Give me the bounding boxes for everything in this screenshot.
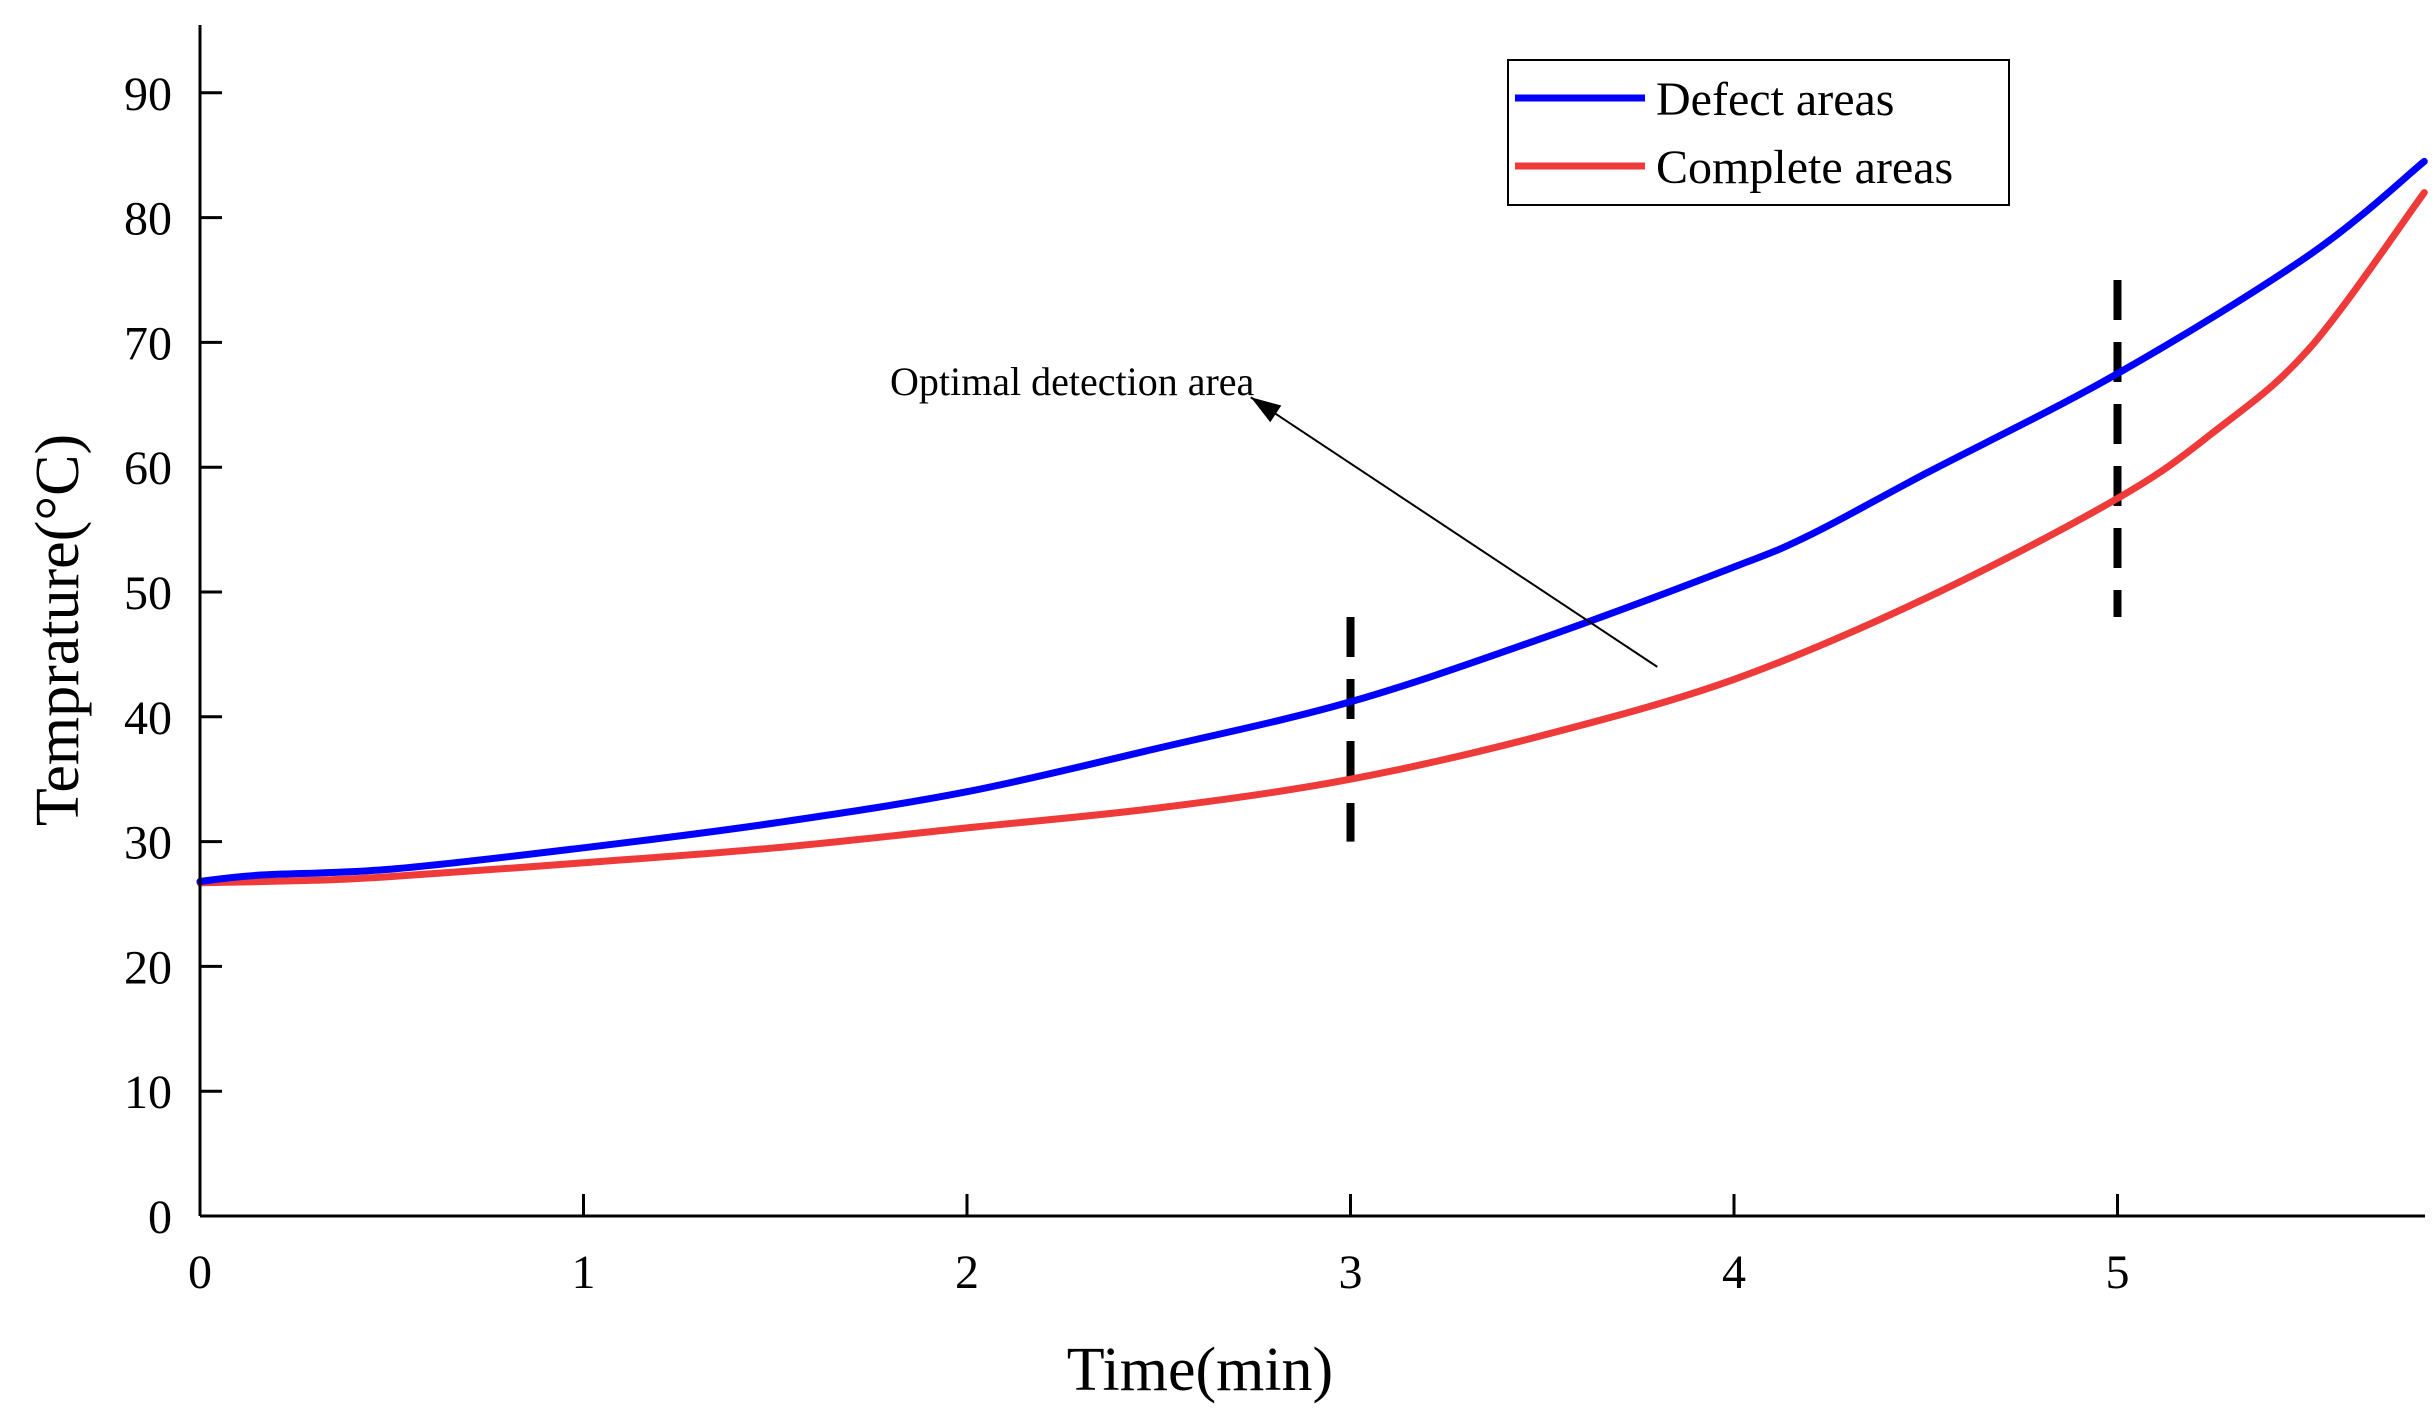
y-tick-label: 70 <box>124 317 172 370</box>
x-tick-label: 3 <box>1339 1246 1363 1299</box>
annotation: Optimal detection area <box>890 359 1658 668</box>
y-tick-label: 30 <box>124 817 172 870</box>
y-tick-label: 10 <box>124 1066 172 1119</box>
optimal-area-markers <box>1346 280 2122 842</box>
y-tick-label: 60 <box>124 442 172 495</box>
y-tick-label: 20 <box>124 941 172 994</box>
x-axis-title: Time(min) <box>1067 1336 1333 1404</box>
legend-label-complete-areas: Complete areas <box>1656 141 1953 194</box>
legend-box <box>1507 59 2010 206</box>
annotation-arrow <box>1250 396 1658 668</box>
series-line-complete-areas <box>196 189 2428 887</box>
y-tick-label: 50 <box>124 567 172 620</box>
x-tick-label: 4 <box>1722 1246 1746 1299</box>
x-tick-label: 5 <box>2106 1246 2130 1299</box>
series-line-defect-areas <box>196 157 2428 885</box>
y-axis-title: Temprature(°C) <box>24 434 92 826</box>
legend-label-defect-areas: Defect areas <box>1656 73 1894 126</box>
y-tick-label: 90 <box>124 68 172 121</box>
annotation-arrowhead <box>1250 397 1282 423</box>
y-tick-label: 40 <box>124 692 172 745</box>
legend: Defect areas Complete areas <box>1507 59 2010 206</box>
x-tick-label: 2 <box>955 1246 979 1299</box>
y-tick-label: 80 <box>124 193 172 246</box>
series-lines <box>196 157 2428 887</box>
x-tick-label: 0 <box>188 1246 212 1299</box>
x-tick-label: 1 <box>572 1246 596 1299</box>
ticks <box>198 91 2119 1218</box>
y-tick-label: 0 <box>148 1191 172 1244</box>
annotation-text: Optimal detection area <box>890 359 1255 404</box>
